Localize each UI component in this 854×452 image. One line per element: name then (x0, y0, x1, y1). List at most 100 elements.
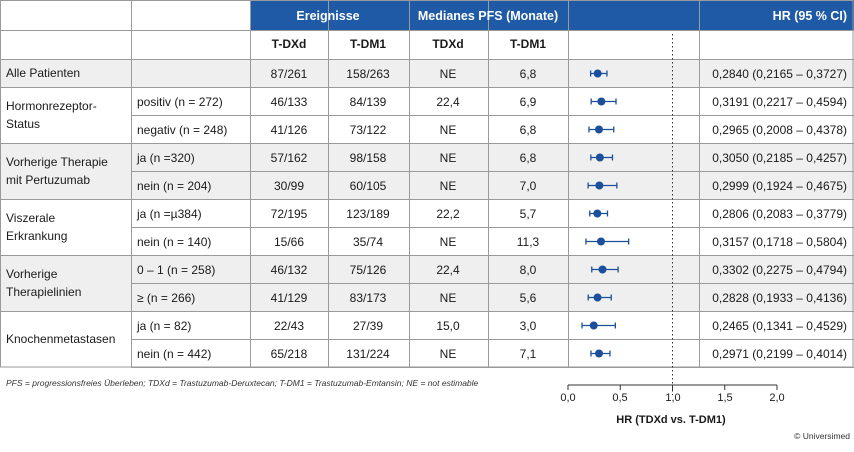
hr-value: 0,2840 (0,2165 – 0,3727) (712, 67, 847, 81)
hr-point (598, 265, 607, 274)
shaded-group-cell (0, 59, 131, 87)
group-label: Erkrankung (6, 229, 68, 243)
subgroup-label: ja (n =µ384) (137, 207, 202, 221)
group-label: Viszerale (6, 211, 56, 225)
hr-point (595, 349, 604, 358)
pfs-tdxd: 15,0 (436, 319, 460, 333)
x-tick-label: 0,5 (612, 392, 628, 404)
hr-point (596, 237, 605, 246)
pfs-tdm1: 6,8 (519, 151, 537, 165)
header-band (250, 0, 854, 30)
hr-point (593, 69, 602, 78)
subgroup-label: 0 – 1 (n = 258) (137, 263, 216, 277)
pfs-tdm1: 6,9 (519, 95, 537, 109)
events-tdm1: 131/224 (346, 347, 390, 361)
subheader-tdm1-pfs: T-DM1 (510, 37, 546, 51)
events-tdxd: 65/218 (270, 347, 308, 361)
group-label: Status (6, 117, 41, 131)
hr-value: 0,3191 (0,2217 – 0,4594) (712, 95, 847, 109)
hr-value: 0,2999 (0,1924 – 0,4675) (712, 179, 847, 193)
shaded-row (131, 143, 854, 171)
hr-point (595, 153, 604, 162)
events-tdxd: 72/195 (270, 207, 308, 221)
events-tdxd: 15/66 (273, 235, 305, 249)
group-label: Hormonrezeptor- (6, 99, 97, 113)
pfs-tdm1: 7,0 (519, 179, 537, 193)
pfs-tdm1: 6,8 (519, 67, 537, 81)
hr-point (593, 209, 602, 218)
events-tdm1: 158/263 (346, 67, 390, 81)
hr-point (594, 125, 603, 134)
events-tdm1: 75/126 (349, 263, 387, 277)
events-tdm1: 35/74 (352, 235, 384, 249)
events-tdxd: 57/162 (270, 151, 308, 165)
copyright: © Universimed (794, 431, 850, 441)
events-tdxd: 46/132 (270, 263, 308, 277)
pfs-tdxd: 22,4 (436, 263, 460, 277)
pfs-tdm1: 5,7 (519, 207, 537, 221)
events-tdxd: 46/133 (270, 95, 308, 109)
hr-value: 0,2971 (0,2199 – 0,4014) (712, 347, 847, 361)
events-tdm1: 60/105 (349, 179, 387, 193)
pfs-tdxd: NE (439, 67, 457, 81)
x-tick-label: 2,0 (769, 392, 785, 404)
group-label: Knochenmetastasen (6, 332, 116, 346)
subgroup-label: negativ (n = 248) (137, 123, 228, 137)
events-tdxd: 41/129 (270, 291, 308, 305)
events-tdm1: 123/189 (346, 207, 390, 221)
subgroup-label: nein (n = 140) (137, 235, 212, 249)
footnote: PFS = progressionsfreies Überleben; TDXd… (6, 378, 479, 388)
hr-value: 0,3050 (0,2185 – 0,4257) (712, 151, 847, 165)
pfs-tdm1: 7,1 (519, 347, 537, 361)
hr-point (597, 97, 606, 106)
shaded-row (131, 171, 854, 199)
pfs-tdxd: NE (439, 151, 457, 165)
subgroup-label: nein (n = 204) (137, 179, 212, 193)
group-label: Alle Patienten (6, 66, 81, 80)
group-label: Vorherige (6, 267, 58, 281)
events-tdxd: 41/126 (270, 123, 308, 137)
hr-value: 0,2828 (0,1933 – 0,4136) (712, 291, 847, 305)
subgroup-label: ja (n = 82) (137, 319, 192, 333)
shaded-row (131, 283, 854, 311)
subheader-tdxd-pfs: TDXd (432, 37, 464, 51)
events-tdm1: 98/158 (349, 151, 387, 165)
pfs-tdm1: 3,0 (519, 319, 537, 333)
subgroup-label: nein (n = 442) (137, 347, 212, 361)
group-label: mit Pertuzumab (6, 173, 91, 187)
events-tdm1: 84/139 (349, 95, 387, 109)
pfs-tdxd: NE (439, 235, 457, 249)
events-tdm1: 83/173 (349, 291, 387, 305)
pfs-tdxd: NE (439, 179, 457, 193)
events-tdxd: 22/43 (273, 319, 305, 333)
header-hr: HR (95 % CI) (772, 9, 847, 23)
header-left-cell (0, 0, 132, 30)
pfs-tdm1: 6,8 (519, 123, 537, 137)
events-tdxd: 30/99 (273, 179, 305, 193)
subgroup-label: ≥ (n = 266) (137, 291, 196, 305)
subgroup-label: positiv (n = 272) (137, 95, 223, 109)
pfs-tdm1: 5,6 (519, 291, 537, 305)
shaded-group-cell (0, 143, 131, 199)
shaded-row (131, 59, 854, 87)
pfs-tdxd: 22,2 (436, 207, 460, 221)
hr-value: 0,2465 (0,1341 – 0,4529) (712, 319, 847, 333)
events-tdm1: 73/122 (349, 123, 387, 137)
header-median-pfs: Medianes PFS (Monate) (417, 9, 559, 23)
group-label: Therapielinien (6, 285, 82, 299)
hr-value: 0,3302 (0,2275 – 0,4794) (712, 263, 847, 277)
pfs-tdxd: NE (439, 123, 457, 137)
x-tick-label: 0,0 (560, 392, 576, 404)
group-label: Vorherige Therapie (6, 155, 108, 169)
pfs-tdxd: NE (439, 347, 457, 361)
pfs-tdxd: NE (439, 291, 457, 305)
shaded-row (131, 255, 854, 283)
x-tick-label: 1,5 (717, 392, 733, 404)
header-events: Ereignisse (296, 9, 360, 23)
hr-value: 0,2965 (0,2008 – 0,4378) (712, 123, 847, 137)
hr-point (595, 181, 604, 190)
subheader-tdxd-events: T-DXd (271, 37, 307, 51)
events-tdm1: 27/39 (352, 319, 384, 333)
hr-point (589, 321, 598, 330)
